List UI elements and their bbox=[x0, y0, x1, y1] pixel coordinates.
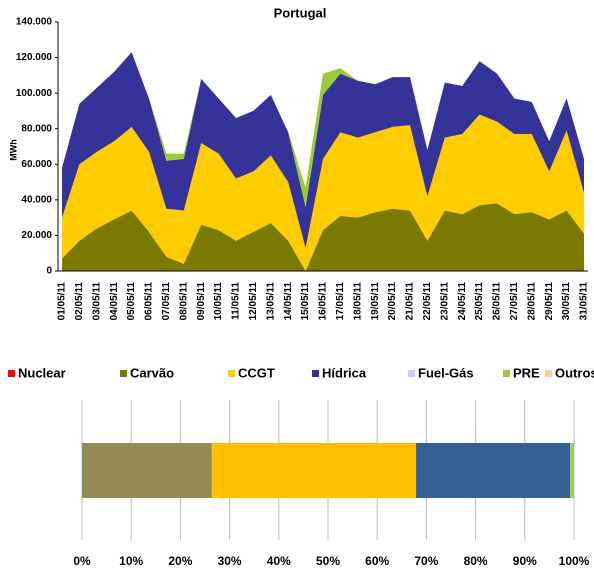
x-tick-label: 24/05/11 bbox=[457, 282, 468, 321]
x-tick-label: 23/05/11 bbox=[439, 282, 450, 321]
x-tick-label: 29/05/11 bbox=[544, 282, 555, 321]
y-tick-label: 100.000 bbox=[16, 88, 53, 99]
y-tick-label: 80.000 bbox=[21, 123, 52, 134]
legend-swatch bbox=[503, 370, 510, 377]
x-tick-label: 10/05/11 bbox=[213, 282, 224, 321]
area bbox=[62, 114, 584, 271]
legend-label: Outros bbox=[555, 365, 594, 380]
x-tick-label: 40% bbox=[267, 554, 291, 568]
x-tick-label: 15/05/11 bbox=[300, 282, 311, 321]
legend-swatch bbox=[408, 370, 415, 377]
x-tick-label: 30% bbox=[218, 554, 242, 568]
area bbox=[62, 203, 584, 271]
bar-segment bbox=[570, 443, 574, 498]
bar-segment bbox=[211, 443, 417, 498]
legend-label: Carvão bbox=[130, 365, 174, 380]
x-tick-label: 10% bbox=[119, 554, 143, 568]
legend-label: CCGT bbox=[238, 365, 275, 380]
x-tick-label: 01/05/11 bbox=[57, 282, 68, 321]
x-tick-label: 25/05/11 bbox=[474, 282, 485, 321]
y-tick-label: 120.000 bbox=[16, 52, 53, 63]
x-tick-label: 03/05/11 bbox=[91, 282, 102, 321]
x-tick-label: 12/05/11 bbox=[248, 282, 259, 321]
y-tick-label: 20.000 bbox=[21, 230, 52, 241]
x-tick-label: 0% bbox=[73, 554, 91, 568]
bar-segment bbox=[82, 443, 212, 498]
x-tick-label: 28/05/11 bbox=[526, 282, 537, 321]
legend-label: PRE bbox=[513, 365, 540, 380]
x-tick-label: 90% bbox=[513, 554, 537, 568]
x-tick-label: 08/05/11 bbox=[178, 282, 189, 321]
x-tick-label: 19/05/11 bbox=[370, 282, 381, 321]
area bbox=[62, 52, 584, 207]
x-tick-label: 04/05/11 bbox=[109, 282, 120, 321]
x-tick-label: 20% bbox=[168, 554, 192, 568]
legend-swatch bbox=[228, 370, 235, 377]
x-tick-label: 02/05/11 bbox=[74, 282, 85, 321]
x-tick-label: 17/05/11 bbox=[335, 282, 346, 321]
x-tick-label: 31/05/11 bbox=[579, 282, 590, 321]
legend-swatch bbox=[545, 370, 552, 377]
y-tick-label: 40.000 bbox=[21, 194, 52, 205]
x-tick-label: 100% bbox=[559, 554, 590, 568]
x-tick-label: 05/05/11 bbox=[126, 282, 137, 321]
area bbox=[62, 52, 584, 248]
bar-segment bbox=[416, 443, 571, 498]
y-tick-label: 60.000 bbox=[21, 159, 52, 170]
legend-swatch bbox=[8, 370, 15, 377]
y-axis-label: MWh bbox=[8, 139, 18, 161]
y-tick-label: 140.000 bbox=[16, 17, 53, 28]
x-tick-label: 60% bbox=[365, 554, 389, 568]
chart-title: Portugal bbox=[274, 5, 327, 20]
x-tick-label: 50% bbox=[316, 554, 340, 568]
legend-swatch bbox=[312, 370, 319, 377]
x-tick-label: 06/05/11 bbox=[144, 282, 155, 321]
x-tick-label: 26/05/11 bbox=[492, 282, 503, 321]
x-tick-label: 22/05/11 bbox=[422, 282, 433, 321]
x-tick-label: 18/05/11 bbox=[352, 282, 363, 321]
x-tick-label: 14/05/11 bbox=[283, 282, 294, 321]
x-tick-label: 21/05/11 bbox=[405, 282, 416, 321]
x-tick-label: 30/05/11 bbox=[561, 282, 572, 321]
y-tick-label: 0 bbox=[46, 266, 52, 277]
x-tick-label: 80% bbox=[464, 554, 488, 568]
legend-label: Fuel-Gás bbox=[418, 365, 474, 380]
x-tick-label: 13/05/11 bbox=[265, 282, 276, 321]
x-tick-label: 16/05/11 bbox=[318, 282, 329, 321]
legend-label: Hídrica bbox=[322, 365, 367, 380]
x-tick-label: 20/05/11 bbox=[387, 282, 398, 321]
legend-label: Nuclear bbox=[18, 365, 66, 380]
x-tick-label: 70% bbox=[414, 554, 438, 568]
x-tick-label: 11/05/11 bbox=[231, 282, 242, 320]
legend-swatch bbox=[120, 370, 127, 377]
x-tick-label: 09/05/11 bbox=[196, 282, 207, 321]
x-tick-label: 27/05/11 bbox=[509, 282, 520, 321]
x-tick-label: 07/05/11 bbox=[161, 282, 172, 321]
